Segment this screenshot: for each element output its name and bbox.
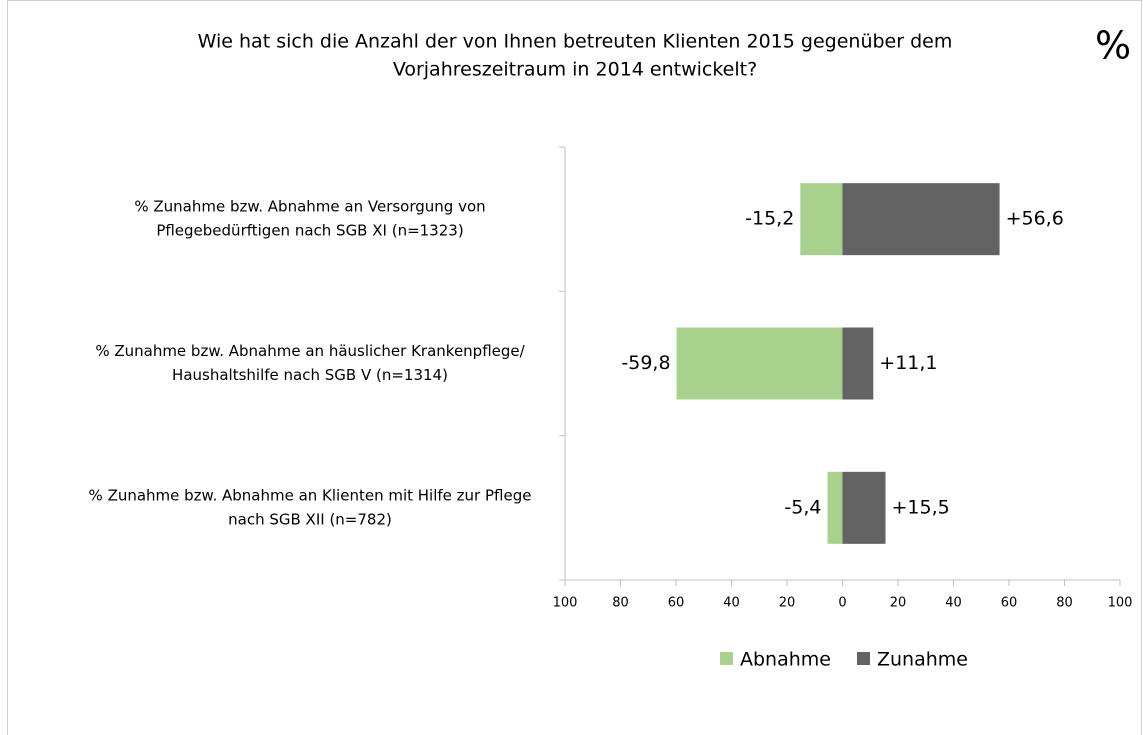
- value-label: -5,4: [784, 496, 821, 518]
- unit-annotation: %: [1095, 24, 1131, 68]
- value-label: +11,1: [879, 352, 937, 374]
- x-tick-label: 100: [553, 596, 578, 611]
- category-label: Pflegebedürftigen nach SGB XI (n=1323): [156, 222, 463, 240]
- bar: [800, 183, 843, 256]
- bar: [676, 327, 843, 400]
- x-tick-label: 60: [1001, 596, 1018, 611]
- bar: [842, 327, 874, 400]
- bar: [827, 471, 843, 544]
- x-tick-label: 20: [779, 596, 796, 611]
- chart-title: Wie hat sich die Anzahl der von Ihnen be…: [198, 31, 953, 53]
- x-tick-label: 80: [1056, 596, 1073, 611]
- category-label: nach SGB XII (n=782): [228, 510, 392, 528]
- chart-title: Vorjahreszeitraum in 2014 entwickelt?: [393, 59, 757, 81]
- value-label: +56,6: [1006, 208, 1064, 230]
- x-tick-label: 0: [838, 596, 846, 611]
- value-label: +15,5: [892, 496, 950, 518]
- x-tick-label: 40: [945, 596, 962, 611]
- category-label: Haushaltshilfe nach SGB V (n=1314): [172, 366, 448, 384]
- x-tick-label: 60: [668, 596, 685, 611]
- legend-label: Abnahme: [740, 649, 831, 671]
- x-tick-label: 40: [723, 596, 740, 611]
- bar: [842, 471, 886, 544]
- x-tick-label: 80: [612, 596, 629, 611]
- legend-label: Zunahme: [877, 649, 968, 671]
- legend-swatch: [856, 652, 870, 665]
- x-tick-label: 20: [890, 596, 907, 611]
- chart-border: [7, 0, 1142, 735]
- legend-swatch: [720, 652, 733, 665]
- value-label: -15,2: [745, 208, 794, 230]
- x-tick-label: 100: [1108, 596, 1133, 611]
- value-label: -59,8: [621, 352, 670, 374]
- category-label: % Zunahme bzw. Abnahme an Klienten mit H…: [89, 486, 532, 504]
- bar: [842, 183, 1000, 256]
- category-label: % Zunahme bzw. Abnahme an Versorgung von: [134, 198, 485, 216]
- category-label: % Zunahme bzw. Abnahme an häuslicher Kra…: [95, 342, 525, 360]
